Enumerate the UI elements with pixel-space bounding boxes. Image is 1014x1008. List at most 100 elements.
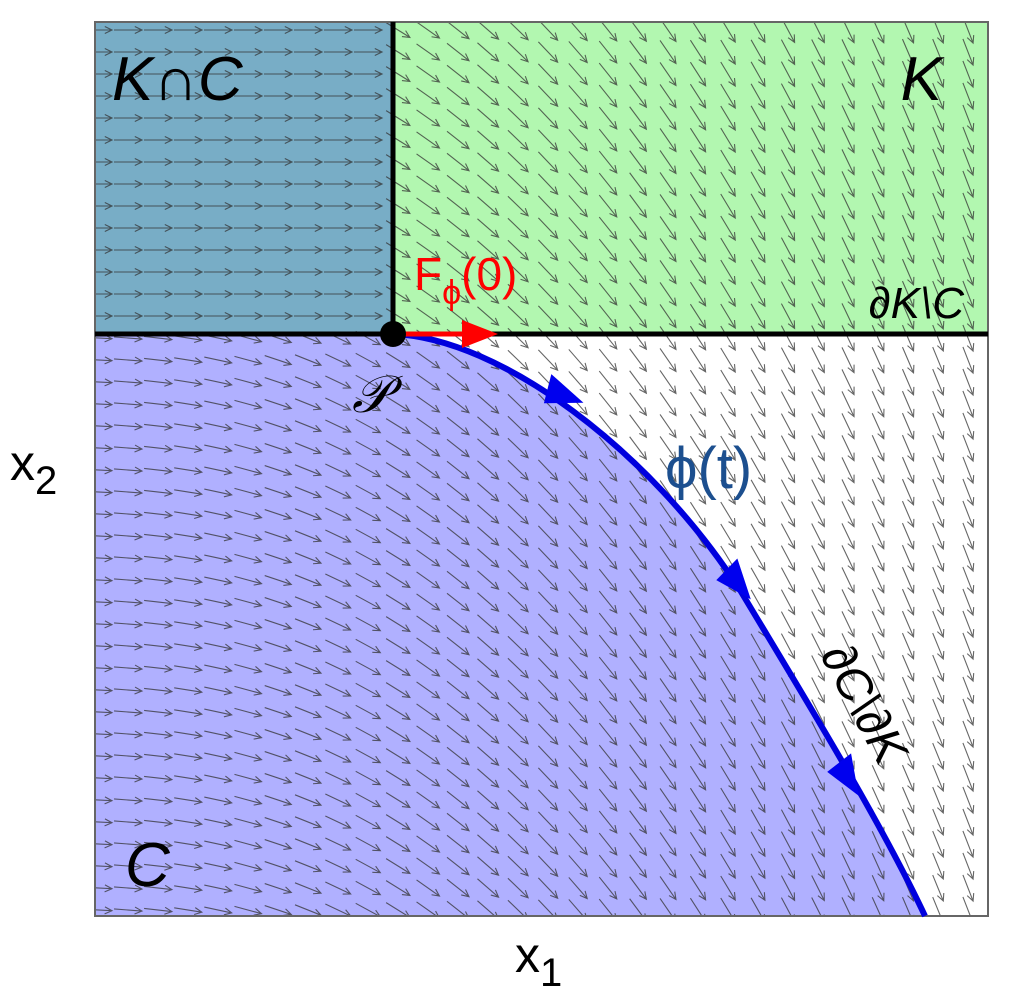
field-arrow: [144, 884, 174, 893]
field-arrow: [598, 568, 618, 592]
field-arrow: [113, 818, 144, 827]
field-arrow: [385, 792, 411, 809]
field-arrow: [689, 611, 707, 637]
field-arrow: [204, 620, 233, 630]
field-arrow: [324, 290, 354, 298]
field-arrow: [324, 202, 354, 210]
field-arrow: [385, 88, 411, 105]
field-arrow: [355, 528, 382, 544]
field-arrow: [629, 238, 648, 263]
field-arrow: [95, 752, 114, 761]
field-arrow: [446, 856, 470, 876]
field-arrow: [962, 148, 975, 177]
field-arrow: [174, 136, 204, 144]
field-arrow: [932, 874, 945, 903]
field-arrow: [629, 788, 648, 813]
field-arrow: [416, 549, 441, 567]
field-arrow: [385, 176, 411, 193]
field-arrow: [932, 38, 945, 67]
field-arrow: [780, 105, 796, 132]
field-arrow: [871, 611, 885, 638]
field-arrow: [416, 153, 441, 171]
field-arrow: [689, 149, 707, 175]
field-arrow: [841, 259, 855, 286]
field-arrow: [204, 686, 233, 696]
field-arrow: [234, 224, 264, 232]
field-arrow: [568, 41, 589, 64]
field-arrow: [659, 326, 677, 351]
field-arrow: [598, 876, 618, 900]
field-arrow: [932, 544, 945, 573]
field-arrow: [659, 84, 677, 109]
field-arrow: [598, 546, 618, 570]
field-arrow: [144, 268, 174, 276]
field-arrow: [144, 444, 174, 453]
field-arrow: [720, 39, 736, 66]
field-arrow: [598, 458, 618, 482]
field-arrow: [871, 171, 885, 198]
field-arrow: [659, 898, 676, 916]
field-arrow: [689, 171, 707, 197]
field-arrow: [598, 590, 618, 614]
field-arrow: [113, 620, 144, 629]
field-arrow: [811, 215, 825, 242]
field-arrow: [416, 703, 441, 721]
field-arrow: [446, 636, 470, 656]
field-arrow: [95, 510, 114, 519]
field-arrow: [659, 348, 677, 373]
field-arrow: [507, 789, 529, 811]
field-arrow: [537, 657, 559, 680]
field-arrow: [385, 286, 411, 303]
field-arrow: [114, 246, 144, 254]
field-arrow: [477, 394, 500, 415]
field-arrow: [507, 459, 529, 481]
field-arrow: [689, 347, 707, 373]
field-arrow: [234, 487, 263, 498]
field-arrow: [204, 136, 234, 144]
field-arrow: [325, 683, 352, 697]
field-arrow: [113, 708, 144, 717]
field-arrow: [841, 303, 855, 330]
field-arrow: [477, 504, 500, 525]
field-arrow: [720, 215, 736, 242]
field-arrow: [932, 346, 945, 375]
trajectory-arrowhead: [543, 374, 584, 404]
field-arrow: [841, 347, 855, 374]
field-arrow: [325, 419, 352, 433]
field-arrow: [355, 352, 382, 368]
field-arrow: [932, 566, 945, 595]
field-arrow: [780, 875, 796, 902]
field-arrow: [901, 258, 915, 287]
field-arrow: [294, 202, 324, 210]
field-arrow: [234, 751, 263, 762]
field-arrow: [264, 795, 293, 806]
field-arrow: [446, 548, 470, 568]
field-arrow: [689, 655, 707, 681]
field-arrow: [416, 285, 441, 303]
field-arrow: [354, 224, 384, 232]
field-arrow: [294, 398, 323, 411]
field-arrow: [871, 149, 885, 176]
field-arrow: [629, 414, 648, 439]
field-arrow: [568, 481, 589, 504]
field-arrow: [264, 224, 294, 232]
field-arrow: [385, 110, 411, 127]
field-arrow: [144, 70, 174, 78]
field-arrow: [204, 466, 233, 476]
field-arrow: [294, 158, 324, 166]
field-arrow: [537, 327, 559, 350]
field-arrow: [113, 400, 144, 409]
field-arrow: [629, 832, 648, 857]
field-arrow: [629, 40, 648, 65]
field-arrow: [720, 501, 736, 528]
field-arrow: [841, 699, 855, 726]
field-arrow: [841, 523, 855, 550]
field-arrow: [416, 439, 441, 457]
field-arrow: [689, 721, 707, 747]
field-arrow: [901, 610, 915, 639]
field-arrow: [780, 237, 796, 264]
field-arrow: [294, 684, 323, 697]
field-arrow: [95, 158, 114, 166]
field-arrow: [537, 349, 559, 372]
